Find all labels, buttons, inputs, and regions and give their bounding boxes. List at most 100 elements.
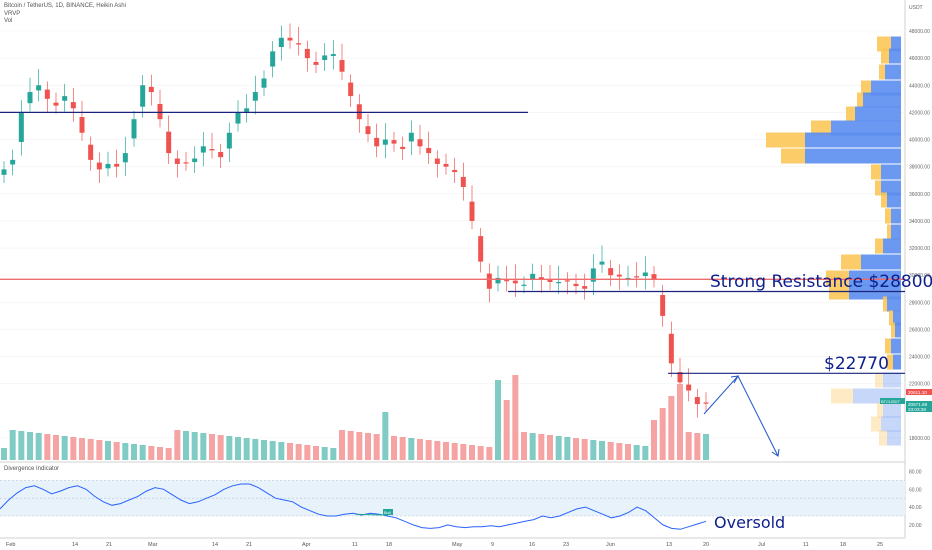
candle-body bbox=[538, 277, 544, 280]
volume-bar bbox=[70, 437, 77, 460]
candle-body bbox=[556, 281, 562, 284]
volume-bar bbox=[451, 443, 458, 460]
candle-body bbox=[356, 104, 362, 120]
volume-bar bbox=[200, 433, 207, 460]
volume-bar bbox=[131, 444, 137, 460]
vrvp-bar-down bbox=[805, 148, 901, 164]
price-axis-label: 36000.00 bbox=[909, 192, 930, 198]
volume-bar bbox=[295, 444, 302, 460]
time-axis-label: 14 bbox=[212, 542, 218, 548]
volume-bar bbox=[391, 436, 397, 460]
candle-body bbox=[313, 61, 319, 65]
candle-body bbox=[599, 261, 605, 265]
time-axis-label: 20 bbox=[703, 542, 709, 548]
time-axis-label: 21 bbox=[246, 542, 252, 548]
volume-bar bbox=[53, 435, 59, 460]
vrvp-bar-down bbox=[893, 310, 901, 326]
volume-bar bbox=[96, 440, 103, 460]
volume-bar bbox=[27, 432, 33, 460]
time-axis-label: Jul bbox=[758, 542, 765, 548]
candle-body bbox=[70, 102, 76, 109]
candle-body bbox=[79, 117, 85, 133]
volume-bar bbox=[529, 433, 536, 460]
volume-bar bbox=[590, 440, 597, 460]
vrvp-bar-down bbox=[891, 338, 901, 354]
candle-body bbox=[226, 132, 232, 149]
vrvp-bar-up bbox=[885, 338, 891, 354]
volume-bar bbox=[278, 442, 285, 460]
candle-body bbox=[157, 103, 163, 120]
vrvp-bar-up bbox=[875, 372, 883, 388]
time-axis-label: 9 bbox=[491, 542, 494, 548]
volume-bar bbox=[174, 430, 181, 460]
candle-body bbox=[322, 55, 328, 61]
vrvp-bar-down bbox=[855, 106, 901, 122]
candle-body bbox=[252, 92, 258, 101]
volume-bar bbox=[113, 442, 120, 460]
time-axis-label: 18 bbox=[840, 542, 846, 548]
volume-bar bbox=[44, 434, 51, 460]
volume-bar bbox=[347, 431, 354, 460]
volume-bar bbox=[607, 442, 614, 460]
volume-bar bbox=[148, 446, 155, 460]
volume-bar bbox=[321, 447, 328, 460]
candle-body bbox=[651, 274, 657, 280]
vrvp-bar-down bbox=[885, 64, 901, 80]
volume-bar bbox=[261, 440, 267, 460]
volume-bar bbox=[339, 430, 345, 460]
vrvp-bar-down bbox=[849, 270, 901, 286]
candle-body bbox=[625, 277, 631, 280]
candle-body bbox=[218, 152, 224, 158]
candle-body bbox=[564, 280, 570, 282]
time-axis-label: Jun bbox=[606, 542, 615, 548]
volume-bar bbox=[581, 439, 588, 460]
candle-body bbox=[122, 153, 128, 163]
candle-body bbox=[469, 201, 475, 221]
symbol-badge-bg bbox=[880, 398, 905, 404]
volume-bar bbox=[521, 432, 527, 460]
candle-body bbox=[460, 176, 466, 188]
candle-body bbox=[131, 119, 137, 139]
time-axis-label: 21 bbox=[106, 542, 112, 548]
time-axis-label: 25 bbox=[877, 542, 883, 548]
volume-bar bbox=[269, 441, 276, 460]
volume-bar bbox=[209, 434, 215, 460]
candle-body bbox=[512, 280, 518, 284]
indicator-axis-label: 80.00 bbox=[909, 470, 922, 476]
volume-bar bbox=[157, 447, 163, 460]
candle-body bbox=[582, 286, 588, 289]
volume-bar bbox=[304, 445, 311, 460]
volume-bar bbox=[685, 432, 692, 460]
candle-body bbox=[608, 268, 614, 276]
price-badge: 20571.88 bbox=[908, 402, 928, 407]
volume-legend: Vol bbox=[4, 18, 13, 24]
candle-body bbox=[261, 78, 267, 88]
volume-bar bbox=[165, 448, 172, 460]
vrvp-bar-down bbox=[881, 416, 901, 432]
candle-body bbox=[634, 276, 640, 278]
volume-bar bbox=[235, 437, 241, 460]
volume-bar bbox=[9, 430, 16, 460]
volume-bar bbox=[105, 441, 111, 460]
price-badge-bg bbox=[906, 389, 932, 395]
candle-body bbox=[642, 272, 648, 277]
volume-bar bbox=[616, 443, 623, 460]
volume-bar bbox=[18, 431, 25, 460]
candle-body bbox=[88, 144, 94, 160]
price-axis-label: 26000.00 bbox=[909, 327, 930, 333]
vrvp-bar-up bbox=[857, 92, 863, 108]
volume-bar bbox=[642, 446, 649, 460]
time-axis-label: 14 bbox=[72, 542, 78, 548]
price-axis-label: 22000.00 bbox=[909, 382, 930, 388]
candle-body bbox=[374, 137, 380, 147]
vrvp-legend: VRVP bbox=[4, 10, 21, 17]
symbol-badge: BTCUSDT bbox=[881, 399, 900, 404]
candle-body bbox=[287, 37, 293, 41]
indicator-axis-label: 60.00 bbox=[909, 487, 922, 493]
vrvp-bar-up bbox=[881, 48, 889, 64]
vrvp-bar-up bbox=[841, 254, 861, 270]
candle-body bbox=[200, 146, 206, 153]
chart-legend: Bitcoin / TetherUS, 1D, BINANCE, Heikin … bbox=[4, 3, 126, 26]
price-axis-label: 44000.00 bbox=[909, 83, 930, 89]
